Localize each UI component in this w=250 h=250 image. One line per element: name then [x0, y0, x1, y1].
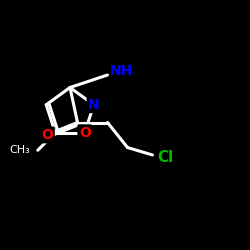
Text: NH: NH: [110, 64, 133, 78]
Text: CH₃: CH₃: [10, 145, 30, 155]
Text: Cl: Cl: [158, 150, 174, 165]
Text: O: O: [42, 128, 54, 142]
Text: O: O: [79, 126, 91, 140]
Text: N: N: [88, 98, 100, 112]
